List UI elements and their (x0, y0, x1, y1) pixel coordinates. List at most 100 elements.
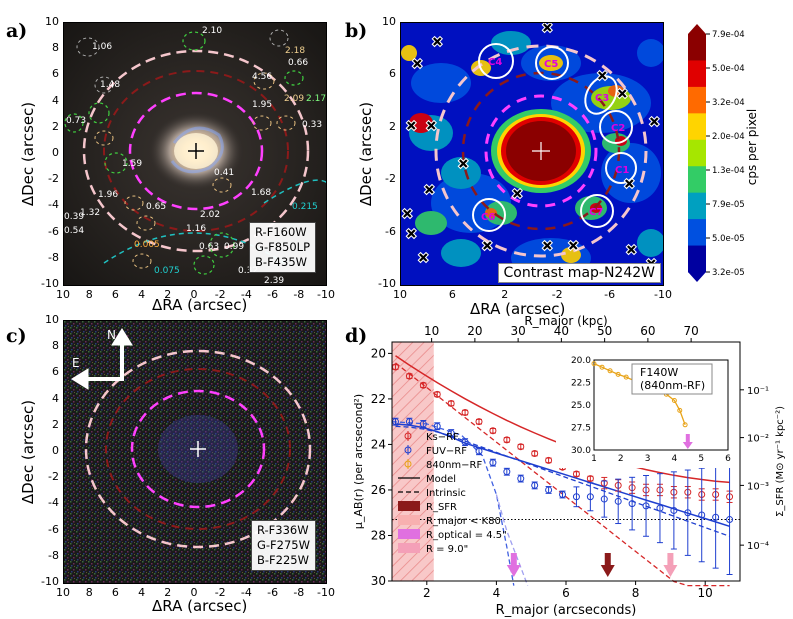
y-tick-label: -6 (385, 224, 396, 238)
colorbar-tick-label: 1.3e-04 (712, 166, 745, 176)
legend-symbol (398, 543, 420, 553)
src-label: 1.16 (186, 224, 206, 234)
legend-label: Intrinsic (426, 488, 466, 499)
data-point (572, 470, 580, 478)
data-point (433, 422, 441, 430)
src-label: 0.39 (64, 212, 84, 222)
src-label: 1.95 (252, 100, 272, 110)
y-tick-label: 8 (52, 339, 59, 353)
inset-y-tick-label: 20.0 (571, 356, 591, 366)
src-label: 0.215 (292, 202, 318, 212)
x-tick-label: 6 (448, 288, 456, 301)
filter-legend-a: R-F160W G-F850LP B-F435W (249, 222, 316, 273)
data-point (517, 443, 525, 451)
x-tick-label: -2 (214, 586, 226, 599)
x-tick-label: -2 (551, 288, 563, 301)
data-point (475, 418, 483, 426)
data-point (447, 399, 455, 407)
data-point (489, 459, 497, 467)
x-tick-label: 2 (501, 288, 509, 301)
contrast-map-title: Contrast map-N242W (497, 263, 661, 283)
x-tick-label: -10 (317, 288, 335, 301)
inset-x-tick-label: 1 (591, 454, 597, 464)
x-tick-label: -6 (267, 586, 279, 599)
svg-text:✖: ✖ (623, 175, 636, 193)
compass (71, 328, 133, 390)
y-tick-label: -2 (385, 172, 396, 186)
src-label: 0.41 (214, 168, 234, 178)
panel-b-ylabel: ΔDec (arcsec) (357, 101, 375, 207)
inset-x-tick-label: 6 (725, 454, 731, 464)
colorbar-segment (688, 60, 706, 88)
svg-text:✖: ✖ (411, 55, 424, 73)
filter-g: G-F850LP (255, 240, 310, 254)
x2-tick-label: 40 (554, 324, 569, 338)
x-tick-label: 6 (111, 586, 119, 599)
x-tick-label: -6 (604, 288, 616, 301)
legend-symbol (398, 501, 420, 511)
x-tick-label: 2 (164, 586, 172, 599)
inset-point (677, 407, 683, 413)
panel-b-svg: C4 C5 C3 C2 C1 C6 C7 ✖ ✖ ✖ ✖ ✖ ✖ ✖ ✖ ✖ ✖ ✖ ✖ ✖ ✖ ✖… (401, 23, 663, 285)
data-point (503, 468, 511, 476)
data-point (614, 497, 622, 505)
clump-label: C4 (488, 57, 502, 68)
src-label: 2.17 (306, 94, 326, 104)
src-label: 2.18 (285, 46, 305, 56)
data-point (475, 447, 483, 455)
colorbar-segment (688, 34, 706, 61)
svg-text:✖: ✖ (625, 241, 638, 259)
y-tick-label: 2 (389, 119, 396, 133)
fuv-truncated-line-2 (495, 494, 529, 586)
inset-marker-head (682, 442, 693, 449)
svg-text:✖: ✖ (616, 85, 629, 103)
x-tick-label: 6 (111, 288, 119, 301)
x2-tick-label: 30 (510, 324, 525, 338)
src-label: 1.32 (80, 208, 100, 218)
y-tick-label: 24 (371, 437, 386, 451)
data-point (559, 491, 567, 499)
y2-tick-label: 10⁻² (747, 434, 769, 445)
x-tick-label: 0 (190, 586, 198, 599)
y-tick-label: -8 (48, 548, 59, 562)
inset-y-tick-label: 25.0 (571, 401, 591, 411)
x2-tick-label: 50 (597, 324, 612, 338)
inset-point (615, 371, 621, 377)
clump-circles (472, 43, 637, 232)
x-tick-label: -10 (654, 288, 672, 301)
inset-point (671, 398, 677, 403)
src-label: 2.10 (202, 26, 222, 36)
clump-label: C6 (481, 212, 495, 223)
x-axis-label: R_major (arcseconds) (496, 603, 637, 618)
colorbar-segment (688, 219, 706, 247)
y-tick-label: 8 (52, 41, 59, 55)
panel-b-letter: b) (345, 20, 368, 42)
inset-x-tick-label: 3 (645, 454, 651, 464)
svg-text:✖: ✖ (567, 237, 580, 255)
src-label: 0.73 (66, 116, 86, 126)
data-point (419, 420, 427, 428)
filter-r: R-F160W (255, 225, 307, 239)
x-tick-label: 10 (393, 288, 407, 301)
legend-symbol (404, 446, 412, 454)
svg-text:✖: ✖ (596, 67, 609, 85)
src-label: 0.65 (146, 202, 166, 212)
filter-g: G-F275W (257, 538, 310, 552)
inset-y-tick-label: 30.0 (571, 446, 591, 456)
svg-text:✖: ✖ (457, 155, 470, 173)
data-point (684, 509, 692, 517)
panel-c-image: N E R-F336W G-F275W B-F225W (63, 320, 327, 584)
panel-d-letter: d) (345, 325, 368, 347)
legend-label: R_optical = 4.5" (426, 530, 507, 541)
panel-c-letter: c) (6, 325, 27, 347)
inset-x-tick-label: 2 (618, 454, 624, 464)
y-tick-label: 2 (52, 417, 59, 431)
data-point (712, 513, 720, 521)
data-point (586, 475, 594, 483)
compass-n: N (107, 328, 116, 342)
y2-tick-label: 10⁻³ (747, 481, 769, 492)
data-point (447, 429, 455, 437)
data-point (433, 390, 441, 398)
inset-title-box (631, 363, 713, 395)
y2-tick-label: 10⁻⁴ (747, 541, 769, 552)
